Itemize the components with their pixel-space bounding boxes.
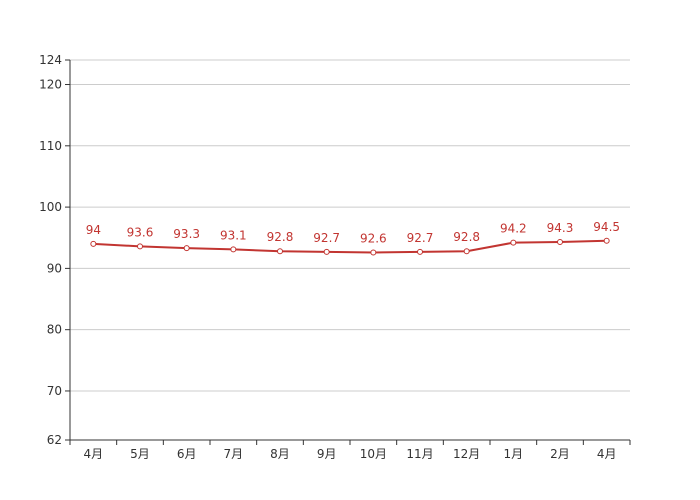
x-tick-label: 9月	[317, 447, 337, 461]
data-point	[90, 240, 97, 247]
data-point	[323, 248, 330, 255]
y-axis-ticks: 62 70 80 90 100 110 120 124	[39, 53, 70, 447]
data-label: 94.3	[547, 221, 574, 235]
data-label: 94	[86, 223, 101, 237]
data-point	[230, 246, 237, 253]
series-line	[93, 239, 607, 254]
data-label: 92.8	[453, 230, 480, 244]
x-tick-label: 7月	[224, 447, 244, 461]
data-point	[603, 237, 610, 244]
series	[90, 237, 610, 256]
x-tick-label: 12月	[453, 447, 480, 461]
data-label: 94.2	[500, 222, 527, 236]
x-tick-label: 4月	[597, 447, 617, 461]
grid-lines	[70, 59, 630, 392]
axes	[69, 60, 630, 441]
data-label: 92.7	[313, 231, 340, 245]
x-tick-label: 4月	[84, 447, 104, 461]
y-tick-label: 70	[47, 384, 62, 398]
data-point	[137, 243, 143, 250]
data-point	[510, 239, 517, 246]
y-tick-label: 110	[39, 139, 62, 153]
y-tick-label: 90	[47, 261, 62, 275]
data-point	[370, 249, 377, 256]
x-tick-label: 8月	[270, 447, 290, 461]
x-tick-label: 6月	[177, 447, 197, 461]
y-tick-label: 124	[39, 53, 62, 67]
x-axis-ticks: 4月 5月 6月 7月 8月 9月 10月 11月 12月 1月 2月 4月	[69, 440, 631, 461]
x-tick-label: 11月	[406, 447, 433, 461]
y-tick-label: 80	[47, 323, 62, 337]
data-point	[463, 248, 470, 255]
data-point	[277, 248, 283, 255]
x-tick-label: 2月	[550, 447, 570, 461]
y-tick-label: 62	[47, 433, 62, 447]
y-tick-label: 120	[39, 78, 62, 92]
data-label: 92.6	[360, 231, 387, 245]
data-point	[557, 239, 563, 246]
data-point	[183, 245, 190, 252]
y-tick-label: 100	[39, 200, 62, 214]
x-tick-label: 5月	[130, 447, 150, 461]
data-label: 92.7	[407, 231, 434, 245]
x-tick-label: 1月	[504, 447, 524, 461]
data-label: 93.3	[173, 227, 200, 241]
data-point	[417, 248, 423, 255]
data-label: 93.1	[220, 228, 247, 242]
data-label: 94.5	[593, 220, 620, 234]
data-label: 93.6	[127, 225, 154, 239]
data-label: 92.8	[267, 230, 294, 244]
data-labels: 94 93.6 93.3 93.1 92.8 92.7 92.6 92.7 92.8 94.2 94…	[86, 220, 620, 246]
x-tick-label: 10月	[360, 447, 387, 461]
